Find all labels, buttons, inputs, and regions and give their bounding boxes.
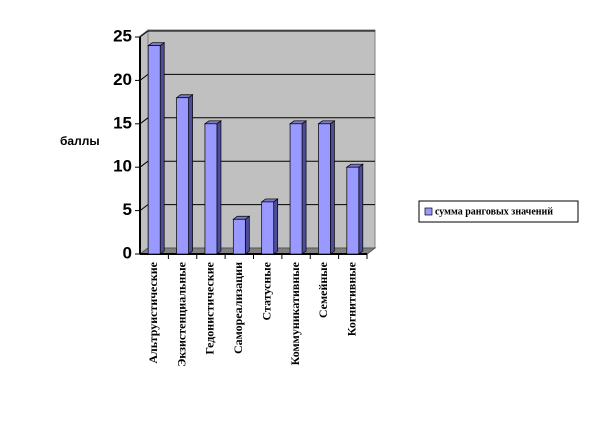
bar-side [301, 120, 307, 255]
grid-line-side [139, 30, 149, 38]
x-tick-label: Самореализации [231, 262, 245, 354]
bar-side [330, 120, 335, 255]
legend-label: сумма ранговых значений [435, 206, 553, 217]
bar-side [216, 120, 222, 255]
bar-side [159, 41, 165, 255]
y-tick-label: 15 [113, 113, 132, 132]
x-tick-label: Семейные [316, 261, 330, 318]
x-tick-label: Статусные [259, 261, 273, 320]
grid-line-side [139, 117, 149, 125]
grid-line-side [139, 74, 149, 81]
bar [204, 123, 218, 255]
bar [176, 97, 189, 255]
legend-swatch [424, 207, 433, 216]
bar-side [358, 163, 364, 255]
bar [289, 123, 303, 255]
legend [418, 200, 579, 223]
x-tick-label: Экзистенциальные [174, 261, 188, 366]
y-tick-label: 10 [113, 157, 132, 176]
x-tick-label: Коммуникативные [288, 261, 302, 365]
y-tick-label: 5 [123, 200, 132, 219]
y-tick-label: 25 [113, 26, 132, 45]
bar [261, 201, 275, 255]
grid-line-side [139, 160, 149, 168]
y-tick-label: 0 [123, 243, 132, 262]
bar [147, 45, 161, 255]
bar-side [244, 215, 250, 255]
x-tick-label: Гедонистические [203, 261, 217, 354]
bar-side [188, 94, 193, 255]
bar [346, 166, 360, 255]
y-axis-title: баллы [60, 134, 100, 148]
bar [318, 123, 331, 255]
y-tick-label: 20 [113, 70, 132, 89]
grid-line-side [139, 204, 149, 212]
x-tick-label: Когнитивные [345, 261, 359, 336]
x-tick-label: Альтруистические [146, 261, 160, 363]
side-wall [139, 29, 149, 255]
bar-side [273, 198, 279, 255]
bar [232, 218, 246, 255]
